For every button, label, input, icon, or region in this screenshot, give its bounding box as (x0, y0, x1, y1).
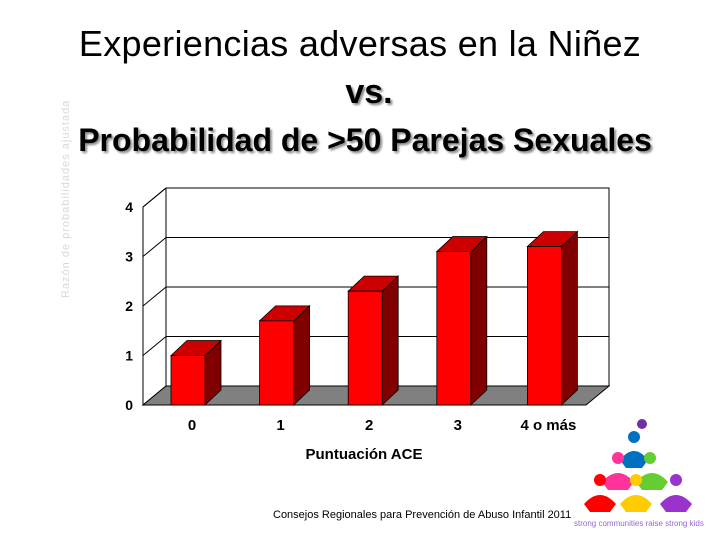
y-tick-label: 0 (125, 397, 133, 413)
bar (436, 251, 472, 406)
x-tick-label: 1 (276, 417, 284, 434)
bar (347, 290, 383, 406)
bar-side (381, 275, 399, 406)
bar (259, 320, 295, 406)
y-tick-label: 4 (125, 199, 133, 215)
bar (527, 246, 562, 406)
logo-figures (584, 419, 692, 512)
slide-title-line-1: Experiencias adversas en la Niñez (78, 23, 642, 64)
bar (170, 355, 206, 406)
x-tick-label: 4 o más (520, 417, 576, 434)
slide-title-line-3: Probabilidad de >50 Parejas Sexuales (78, 122, 652, 158)
gridline-side (142, 187, 167, 208)
logo-tagline: strong communities raise strong kids (574, 519, 704, 528)
x-tick-label: 0 (188, 417, 196, 434)
y-tick-label: 3 (125, 249, 133, 265)
footer-source: Consejos Regionales para Prevención de A… (273, 509, 572, 521)
gridline-side (142, 237, 167, 257)
x-tick-label: 2 (365, 417, 373, 434)
x-tick-label: 3 (454, 417, 462, 434)
x-axis-title: Puntuación ACE (306, 446, 423, 463)
bar-side (470, 235, 488, 406)
slide-title-line-2: vs. (345, 73, 393, 111)
bar-side (293, 304, 311, 406)
y-tick-label: 2 (125, 298, 133, 314)
y-axis-title: Razón de probabilidades ajustada (60, 99, 72, 298)
gridline-side (142, 336, 167, 356)
bar-side (561, 230, 578, 406)
strong-kids-logo: strong communities raise strong kids (574, 419, 704, 528)
gridline-side (142, 286, 167, 307)
y-tick-label: 1 (125, 348, 133, 364)
